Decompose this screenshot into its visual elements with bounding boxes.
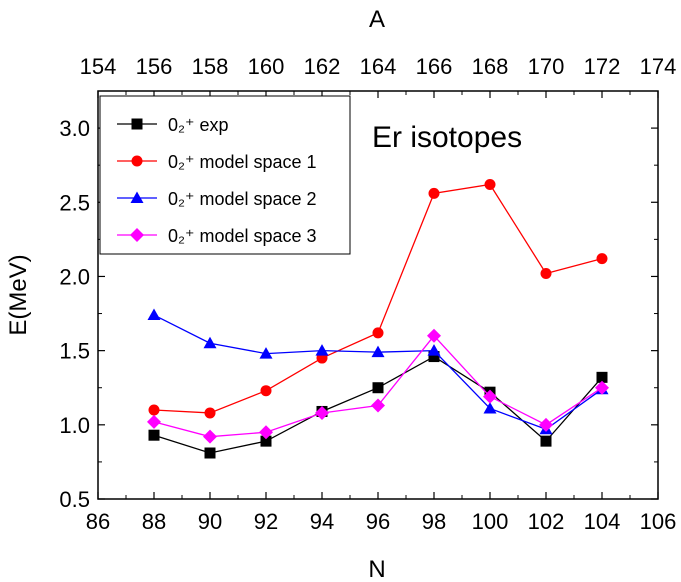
data-point: [315, 405, 329, 420]
top-tick-label: 170: [528, 54, 565, 79]
series-2: [148, 178, 608, 419]
chart-annotation: Er isotopes: [372, 121, 522, 154]
data-point: [147, 308, 161, 321]
top-tick-label: 158: [192, 54, 229, 79]
data-point: [130, 228, 144, 242]
x-tick-label: 96: [366, 509, 390, 534]
top-tick-label: 160: [248, 54, 285, 79]
data-point: [427, 344, 441, 356]
x-tick-label: 106: [640, 509, 677, 534]
top-tick-label: 162: [304, 54, 341, 79]
data-point: [148, 429, 160, 441]
data-point: [315, 344, 329, 356]
data-point: [131, 155, 143, 167]
top-tick-label: 172: [584, 54, 621, 79]
y-tick-label: 1.0: [59, 413, 90, 438]
data-point: [372, 327, 384, 339]
data-point: [428, 187, 440, 199]
top-tick-label: 154: [80, 54, 117, 79]
x-tick-label: 92: [254, 509, 278, 534]
data-point: [539, 417, 553, 432]
legend-label: 0₂⁺ model space 3: [168, 226, 317, 246]
series-4: [147, 328, 609, 444]
data-point: [259, 425, 273, 440]
data-point: [596, 371, 608, 383]
x-tick-label: 86: [86, 509, 110, 534]
legend-label: 0₂⁺ model space 2: [168, 189, 317, 209]
data-point: [203, 429, 217, 444]
top-tick-label: 166: [416, 54, 453, 79]
x-tick-label: 100: [472, 509, 509, 534]
data-point: [260, 385, 272, 397]
top-tick-label: 156: [136, 54, 173, 79]
y-tick-label: 1.5: [59, 339, 90, 364]
data-point: [130, 191, 144, 203]
top-tick-label: 164: [360, 54, 397, 79]
y-tick-label: 2.5: [59, 190, 90, 215]
data-point: [147, 414, 161, 429]
top-tick-label: 174: [640, 54, 677, 79]
y-tick-label: 3.0: [59, 116, 90, 141]
y-tick-label: 0.5: [59, 487, 90, 512]
y-axis-title: E(MeV): [5, 254, 32, 335]
data-point: [596, 253, 608, 265]
x-tick-label: 88: [142, 509, 166, 534]
data-point: [204, 447, 216, 459]
data-point: [259, 347, 273, 359]
data-point: [540, 435, 552, 447]
x-tick-label: 94: [310, 509, 334, 534]
data-point: [131, 118, 143, 130]
data-point: [371, 398, 385, 413]
data-point: [148, 404, 160, 416]
data-point: [540, 267, 552, 279]
data-point: [204, 407, 216, 419]
x-tick-label: 104: [584, 509, 621, 534]
top-tick-label: 168: [472, 54, 509, 79]
legend: 0₂⁺ exp 0₂⁺ model space 1 0₂⁺ model space …: [99, 95, 351, 255]
legend-label: 0₂⁺ model space 1: [168, 152, 317, 172]
data-point: [428, 351, 440, 363]
x-tick-label: 102: [528, 509, 565, 534]
data-point: [483, 401, 497, 414]
y-tick-label: 2.0: [59, 264, 90, 289]
data-point: [483, 389, 497, 404]
legend-label: 0₂⁺ exp: [168, 115, 229, 135]
data-point: [484, 178, 496, 190]
data-point: [595, 380, 609, 395]
data-point: [371, 345, 385, 358]
data-point: [260, 435, 272, 447]
data-point: [372, 382, 384, 394]
x-tick-label: 98: [422, 509, 446, 534]
data-point: [427, 328, 441, 343]
top-axis-title: A: [369, 6, 385, 33]
series-layer: [147, 178, 609, 459]
x-axis-title: N: [368, 556, 385, 582]
x-tick-label: 90: [198, 509, 222, 534]
data-point: [203, 336, 217, 349]
